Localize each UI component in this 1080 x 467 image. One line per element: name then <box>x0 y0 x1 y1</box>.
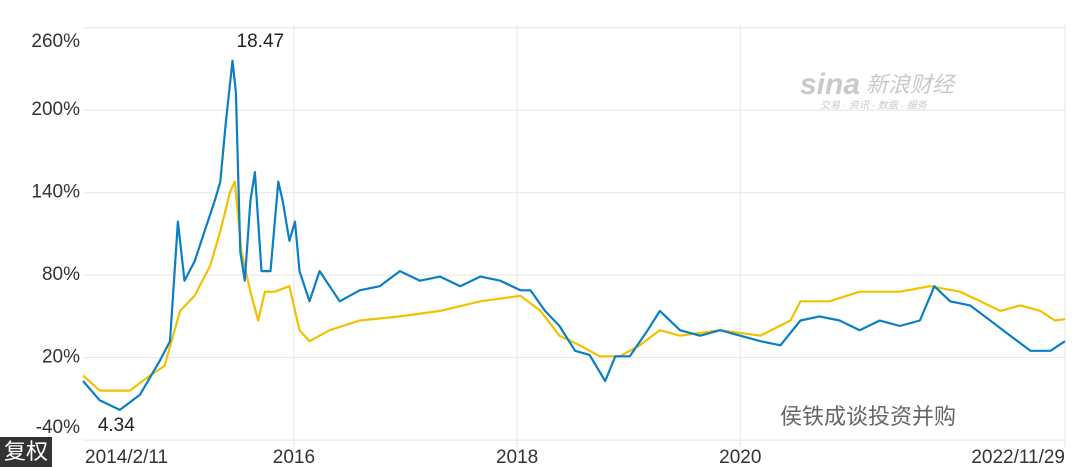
watermark-logo: sina <box>800 68 860 101</box>
y-tick-label: 260% <box>31 31 80 52</box>
wechat-watermark: 侯铁成谈投资并购 <box>780 404 956 429</box>
min-annotation: 4.34 <box>98 415 135 436</box>
y-tick-label: 20% <box>42 347 80 368</box>
watermark-slogan: 交易 · 资讯 · 数据 · 服务 <box>820 100 928 112</box>
y-tick-label: 80% <box>42 264 80 285</box>
series-line <box>82 59 1066 411</box>
watermark-brand: 新浪财经 <box>866 72 956 97</box>
plot <box>82 59 1066 411</box>
max-annotation: 18.47 <box>237 31 285 52</box>
y-tick-label: -40% <box>36 417 80 438</box>
series-line <box>82 180 1066 392</box>
x-tick-label: 2014/2/11 <box>85 447 168 467</box>
x-tick-label: 2016 <box>273 447 315 467</box>
x-tick-label: 2022/11/29 <box>971 447 1065 467</box>
x-tick-label: 2018 <box>496 447 538 467</box>
y-tick-label: 140% <box>31 182 80 203</box>
x-tick-label: 2020 <box>719 447 761 467</box>
y-tick-label: 200% <box>31 99 80 120</box>
adjust-button[interactable]: 复权 <box>0 437 53 467</box>
